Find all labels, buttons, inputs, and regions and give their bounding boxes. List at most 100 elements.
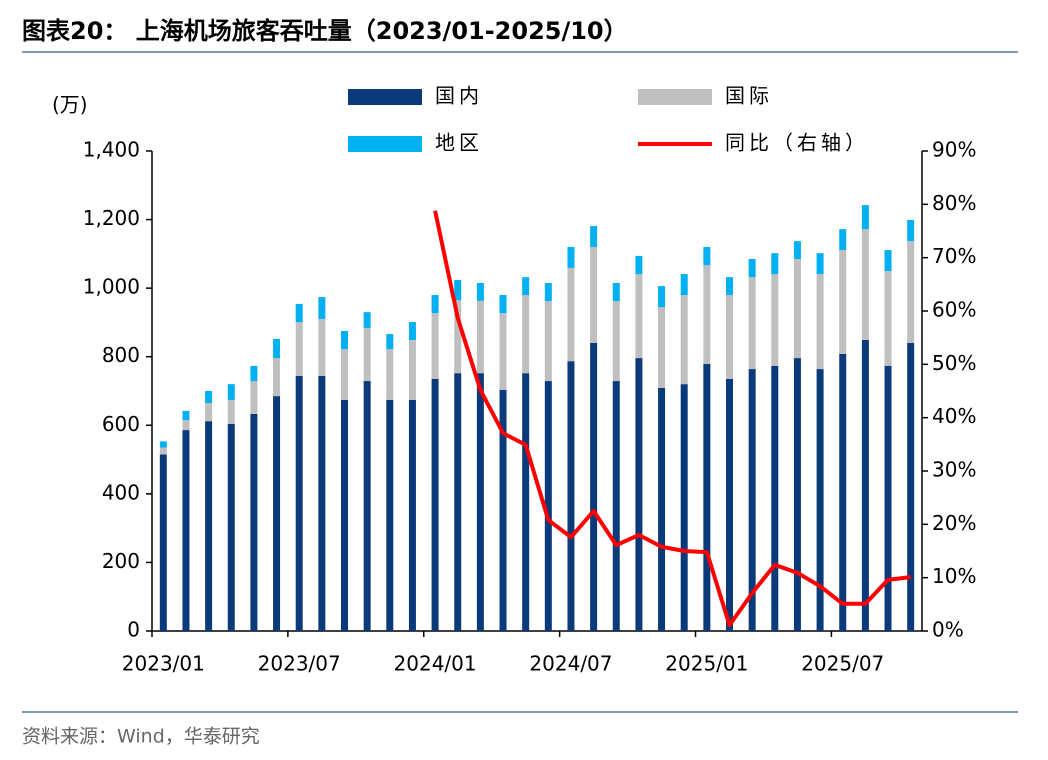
bar-segment: [499, 295, 507, 314]
bar-segment: [703, 363, 711, 631]
bar-segment: [476, 283, 484, 301]
bar-segment: [544, 283, 552, 302]
bar-segment: [884, 271, 892, 366]
bar-segment: [341, 331, 348, 350]
bar-segment: [454, 279, 462, 301]
y2-tick-label: 20%: [932, 511, 976, 535]
bar-segment: [476, 373, 484, 631]
bar-segment: [250, 381, 258, 414]
x-tick-label: 2025/07: [801, 652, 884, 676]
bar-segment: [861, 229, 869, 340]
bar-segment: [431, 313, 439, 379]
bar-segment: [159, 454, 167, 631]
bar-segment: [227, 399, 235, 424]
bar-segment: [544, 301, 552, 382]
y-tick-label: 1,000: [83, 275, 140, 299]
bar-segment: [273, 338, 281, 359]
y2-tick-label: 30%: [932, 458, 976, 482]
bar-segment: [273, 396, 281, 631]
bar-segment: [273, 358, 281, 397]
bar-segment: [703, 247, 711, 266]
bar-segment: [454, 300, 462, 374]
bar-segment: [590, 226, 598, 247]
bar-segment: [567, 247, 575, 268]
x-tick-label: 2023/07: [258, 652, 341, 676]
y-tick-label: 0: [127, 618, 140, 642]
legend-label: 国内: [435, 84, 483, 108]
bar-segment: [612, 301, 620, 382]
bar-segment: [318, 319, 326, 376]
bar-segment: [318, 297, 326, 319]
bar-segment: [408, 339, 416, 400]
bar-segment: [726, 277, 733, 295]
bar-segment: [250, 413, 258, 631]
bar-segment: [771, 274, 779, 366]
bar-segment: [341, 399, 348, 631]
bar-segment: [680, 295, 688, 385]
bar-segment: [227, 384, 235, 400]
bar-segment: [793, 358, 801, 631]
bar-segment: [522, 277, 530, 295]
legend-swatch: [348, 89, 422, 105]
bar-segment: [295, 375, 303, 631]
y2-tick-label: 0%: [932, 618, 964, 642]
bar-segment: [182, 430, 190, 631]
bar-segment: [612, 381, 620, 631]
legend-label: 地区: [435, 131, 483, 155]
source: 资料来源：Wind，华泰研究: [22, 726, 260, 748]
bar-segment: [658, 286, 666, 307]
bar-segment: [431, 295, 439, 314]
line-series: [433, 210, 911, 628]
bar-segment: [726, 295, 733, 379]
legend-label: 同比（右轴）: [725, 131, 869, 155]
bar-segment: [590, 343, 598, 631]
bar-segment: [793, 241, 801, 259]
bar-segment: [250, 365, 258, 382]
bar-segment: [771, 365, 779, 631]
bar-segment: [295, 322, 303, 376]
bar-segment: [182, 410, 190, 421]
bar-segment: [816, 253, 824, 275]
y2-tick-label: 40%: [932, 404, 976, 428]
bar-segment: [658, 307, 666, 388]
x-tick-label: 2024/01: [394, 652, 477, 676]
bar-segment: [884, 365, 892, 631]
bar-segment: [907, 343, 915, 631]
bar-segment: [839, 229, 847, 251]
bar-segment: [295, 303, 303, 323]
bar-segment: [839, 250, 847, 354]
bar-segment: [386, 334, 394, 350]
y-tick-label: 200: [102, 549, 140, 573]
bar-segment: [680, 274, 688, 295]
bar-segment: [884, 250, 892, 271]
x-tick-label: 2023/01: [122, 652, 205, 676]
bar-segment: [861, 205, 869, 230]
bar-segment: [499, 313, 507, 390]
y-tick-label: 600: [102, 412, 140, 436]
bar-segment: [748, 259, 756, 278]
y-tick-label: 1,200: [83, 206, 140, 230]
y2-tick-label: 90%: [932, 138, 976, 162]
bar-segment: [159, 447, 167, 455]
bar-segment: [816, 274, 824, 370]
bar-segment: [454, 373, 462, 631]
y2-tick-label: 80%: [932, 191, 976, 215]
bar-segment: [567, 361, 575, 631]
bar-segment: [318, 375, 326, 631]
y2-tick-label: 50%: [932, 351, 976, 375]
bar-segment: [612, 283, 620, 302]
bar-segment: [658, 387, 666, 631]
bar-segment: [205, 391, 213, 403]
bar-segment: [408, 322, 416, 340]
bar-segment: [635, 274, 643, 359]
x-tick-label: 2025/01: [665, 652, 748, 676]
y-tick-label: 800: [102, 343, 140, 367]
bar-segment: [861, 339, 869, 631]
bar-segment: [522, 295, 530, 374]
y-tick-label: 1,400: [83, 138, 140, 162]
bar-segment: [567, 267, 575, 362]
bar-segment: [182, 420, 190, 431]
bar-segment: [839, 353, 847, 631]
bar-segment: [907, 219, 915, 242]
